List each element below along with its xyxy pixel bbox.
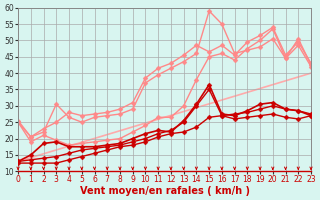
X-axis label: Vent moyen/en rafales ( km/h ): Vent moyen/en rafales ( km/h ) xyxy=(80,186,250,196)
